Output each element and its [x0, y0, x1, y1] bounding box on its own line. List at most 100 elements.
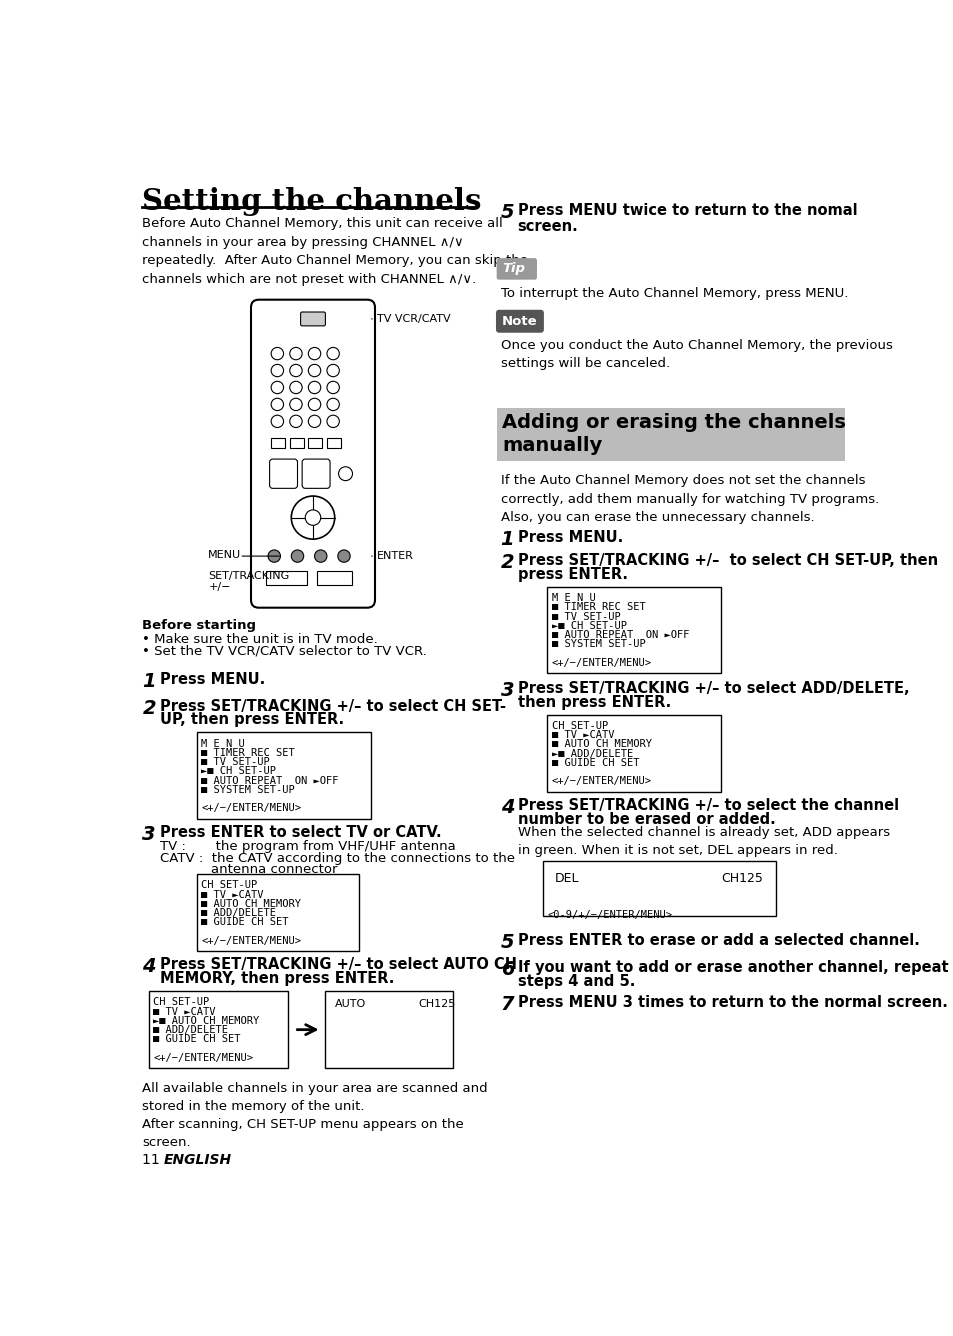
Text: +/−: +/−	[208, 582, 231, 592]
Circle shape	[327, 365, 339, 377]
Text: 5: 5	[500, 934, 514, 953]
Text: 3: 3	[142, 824, 156, 844]
Text: ►■ CH SET-UP: ►■ CH SET-UP	[551, 621, 626, 631]
Circle shape	[268, 550, 280, 562]
Bar	[316, 572, 352, 585]
Text: 5: 5	[500, 203, 514, 222]
Text: 2: 2	[142, 699, 156, 717]
Text: ■ TV SET-UP: ■ TV SET-UP	[551, 612, 619, 621]
Circle shape	[327, 381, 339, 394]
Text: 7: 7	[500, 995, 514, 1014]
Text: ■ SYSTEM SET-UP: ■ SYSTEM SET-UP	[201, 784, 294, 795]
Circle shape	[291, 496, 335, 540]
Text: ■ AUTO REPEAT  ON ►OFF: ■ AUTO REPEAT ON ►OFF	[201, 776, 338, 786]
Text: CH125: CH125	[720, 872, 762, 884]
Text: M E N U: M E N U	[551, 593, 595, 603]
Text: Tip: Tip	[501, 262, 524, 275]
Text: All available channels in your area are scanned and
stored in the memory of the : All available channels in your area are …	[142, 1082, 488, 1149]
Text: <+/−/ENTER/MENU>: <+/−/ENTER/MENU>	[201, 803, 301, 814]
Circle shape	[327, 347, 339, 359]
Text: ■ AUTO REPEAT  ON ►OFF: ■ AUTO REPEAT ON ►OFF	[551, 631, 688, 640]
Text: Once you conduct the Auto Channel Memory, the previous
settings will be canceled: Once you conduct the Auto Channel Memory…	[500, 339, 891, 370]
Text: 11: 11	[142, 1153, 169, 1168]
Text: DEL: DEL	[555, 872, 578, 884]
Text: 6: 6	[500, 961, 514, 979]
Circle shape	[271, 415, 283, 428]
Circle shape	[291, 550, 303, 562]
Bar	[542, 860, 775, 916]
Text: ■ SYSTEM SET-UP: ■ SYSTEM SET-UP	[551, 639, 645, 649]
Text: Press SET/TRACKING +/–  to select CH SET-UP, then: Press SET/TRACKING +/– to select CH SET-…	[517, 553, 937, 568]
Text: Press SET/TRACKING +/– to select AUTO CH: Press SET/TRACKING +/– to select AUTO CH	[159, 958, 516, 973]
Bar	[546, 715, 720, 792]
Text: CATV :  the CATV according to the connections to the: CATV : the CATV according to the connect…	[159, 852, 514, 864]
Bar	[196, 874, 359, 951]
Text: then press ENTER.: then press ENTER.	[517, 695, 670, 709]
Text: M E N U: M E N U	[201, 739, 245, 748]
Text: ENGLISH: ENGLISH	[164, 1153, 233, 1168]
Text: • Make sure the unit is in TV mode.: • Make sure the unit is in TV mode.	[142, 633, 377, 647]
Text: antenna connector: antenna connector	[159, 863, 336, 876]
Text: CH125: CH125	[418, 999, 456, 1009]
Circle shape	[290, 398, 302, 410]
Text: <+/−/ENTER/MENU>: <+/−/ENTER/MENU>	[201, 935, 301, 946]
Text: MEMORY, then press ENTER.: MEMORY, then press ENTER.	[159, 971, 394, 986]
Text: <+/−/ENTER/MENU>: <+/−/ENTER/MENU>	[551, 657, 651, 668]
Text: ■ GUIDE CH SET: ■ GUIDE CH SET	[551, 758, 639, 768]
Circle shape	[327, 398, 339, 410]
Circle shape	[290, 415, 302, 428]
Text: ►■ CH SET-UP: ►■ CH SET-UP	[201, 767, 276, 776]
Text: screen.: screen.	[517, 219, 578, 234]
Circle shape	[337, 550, 350, 562]
Text: 4: 4	[142, 958, 156, 977]
FancyBboxPatch shape	[300, 313, 325, 326]
Circle shape	[327, 415, 339, 428]
Text: manually: manually	[501, 436, 601, 456]
Text: ►■ ADD/DELETE: ►■ ADD/DELETE	[551, 748, 632, 759]
Text: 1: 1	[142, 672, 156, 691]
Circle shape	[290, 365, 302, 377]
Text: AUTO: AUTO	[335, 999, 366, 1009]
Text: MENU: MENU	[208, 549, 241, 560]
Circle shape	[271, 398, 283, 410]
Text: ■ TIMER REC SET: ■ TIMER REC SET	[551, 603, 645, 612]
Text: CH SET-UP: CH SET-UP	[201, 880, 257, 890]
Bar	[327, 437, 340, 448]
Bar	[271, 437, 285, 448]
Bar	[149, 991, 288, 1069]
Text: CH SET-UP: CH SET-UP	[551, 721, 607, 731]
Circle shape	[271, 381, 283, 394]
Circle shape	[290, 381, 302, 394]
Text: 2: 2	[500, 553, 514, 572]
FancyBboxPatch shape	[251, 299, 375, 608]
Text: Press MENU twice to return to the nomal: Press MENU twice to return to the nomal	[517, 203, 857, 219]
Text: ■ AUTO CH MEMORY: ■ AUTO CH MEMORY	[201, 899, 301, 908]
Text: To interrupt the Auto Channel Memory, press MENU.: To interrupt the Auto Channel Memory, pr…	[500, 287, 847, 299]
Text: ►■ AUTO CH MEMORY: ►■ AUTO CH MEMORY	[153, 1015, 259, 1026]
Circle shape	[314, 550, 327, 562]
Text: ■ TIMER REC SET: ■ TIMER REC SET	[201, 748, 294, 758]
Text: ■ TV ►CATV: ■ TV ►CATV	[201, 890, 264, 899]
Text: SET/TRACKING: SET/TRACKING	[208, 570, 290, 581]
Text: 3: 3	[500, 681, 514, 700]
Bar	[325, 991, 453, 1069]
Text: ■ TV ►CATV: ■ TV ►CATV	[153, 1006, 215, 1017]
Text: ■ GUIDE CH SET: ■ GUIDE CH SET	[153, 1034, 240, 1045]
FancyBboxPatch shape	[270, 460, 297, 489]
Circle shape	[308, 381, 320, 394]
Text: <+/−/ENTER/MENU>: <+/−/ENTER/MENU>	[551, 776, 651, 787]
Text: ■ ADD/DELETE: ■ ADD/DELETE	[153, 1025, 228, 1035]
Text: Setting the channels: Setting the channels	[142, 187, 481, 215]
Text: Press MENU.: Press MENU.	[517, 530, 622, 545]
Circle shape	[308, 415, 320, 428]
Text: Press ENTER to select TV or CATV.: Press ENTER to select TV or CATV.	[159, 824, 440, 840]
Text: number to be erased or added.: number to be erased or added.	[517, 812, 775, 827]
Text: ■ TV SET-UP: ■ TV SET-UP	[201, 758, 270, 767]
Circle shape	[338, 466, 353, 481]
Text: Press SET/TRACKING +/– to select CH SET-: Press SET/TRACKING +/– to select CH SET-	[159, 699, 505, 713]
Text: UP, then press ENTER.: UP, then press ENTER.	[159, 712, 343, 727]
FancyBboxPatch shape	[497, 310, 542, 333]
Circle shape	[308, 365, 320, 377]
Text: ■ GUIDE CH SET: ■ GUIDE CH SET	[201, 918, 289, 927]
FancyBboxPatch shape	[497, 258, 537, 279]
